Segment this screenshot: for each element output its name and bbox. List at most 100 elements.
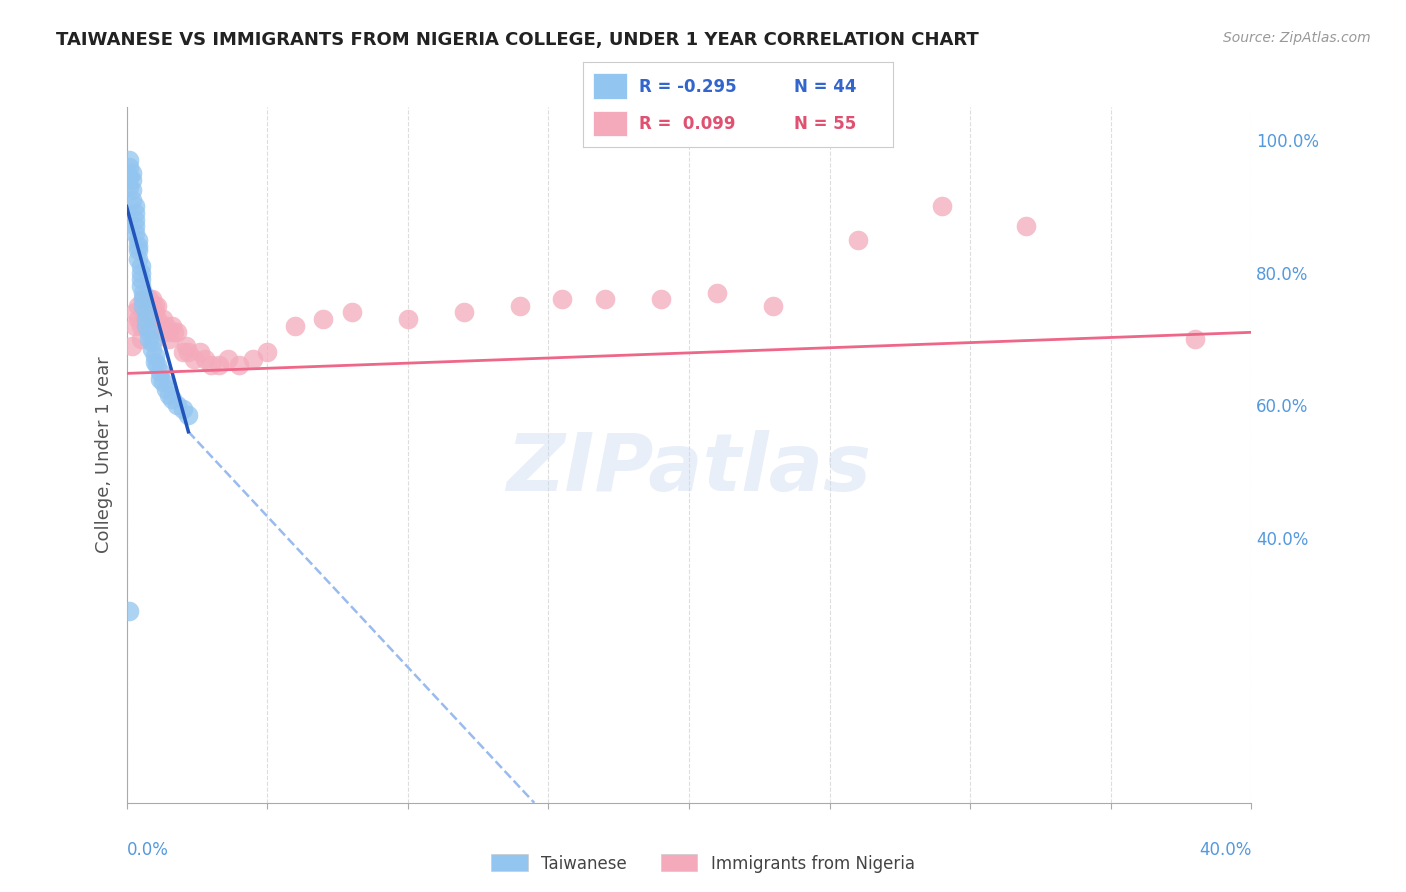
Point	[200, 359, 222, 373]
Point	[174, 338, 197, 352]
Legend: Taiwanese, Immigrants from Nigeria: Taiwanese, Immigrants from Nigeria	[485, 847, 921, 880]
Point	[194, 351, 217, 366]
Point	[121, 193, 143, 207]
Text: N = 55: N = 55	[794, 115, 856, 133]
Point	[118, 160, 141, 174]
Text: N = 44: N = 44	[794, 78, 856, 95]
Point	[242, 351, 264, 366]
Point	[172, 401, 194, 416]
Point	[121, 338, 143, 352]
Point	[143, 349, 166, 363]
Point	[183, 351, 205, 366]
Point	[155, 382, 177, 396]
Point	[152, 375, 174, 389]
Point	[177, 345, 200, 359]
Point	[135, 305, 157, 319]
Point	[141, 335, 163, 350]
Point	[157, 332, 180, 346]
Point	[132, 299, 155, 313]
Bar	[593, 111, 627, 136]
Point	[149, 318, 172, 333]
Point	[152, 312, 174, 326]
Point	[143, 299, 166, 313]
Point	[129, 259, 152, 273]
Point	[118, 153, 141, 167]
Bar	[593, 73, 627, 99]
Point	[124, 305, 146, 319]
Point	[129, 279, 152, 293]
Point	[1015, 219, 1038, 234]
Point	[138, 326, 160, 340]
Point	[931, 199, 953, 213]
Point	[135, 312, 157, 326]
Point	[453, 305, 475, 319]
Point	[124, 212, 146, 227]
Point	[127, 233, 149, 247]
Text: ZIPatlas: ZIPatlas	[506, 430, 872, 508]
Point	[146, 359, 169, 373]
Point	[146, 312, 169, 326]
Point	[135, 292, 157, 306]
Point	[127, 312, 149, 326]
Point	[127, 239, 149, 253]
Point	[172, 345, 194, 359]
Point	[217, 351, 239, 366]
Point	[138, 299, 160, 313]
Point	[129, 266, 152, 280]
Point	[141, 342, 163, 356]
Point	[146, 299, 169, 313]
Point	[129, 332, 152, 346]
Point	[121, 173, 143, 187]
Point	[129, 318, 152, 333]
Point	[509, 299, 531, 313]
Point	[141, 299, 163, 313]
Point	[312, 312, 335, 326]
Point	[118, 179, 141, 194]
Point	[149, 372, 172, 386]
Point	[166, 326, 188, 340]
Point	[177, 408, 200, 422]
Point	[138, 292, 160, 306]
Point	[132, 305, 155, 319]
Point	[551, 292, 574, 306]
Text: R = -0.295: R = -0.295	[640, 78, 737, 95]
Point	[650, 292, 672, 306]
Point	[121, 183, 143, 197]
Point	[118, 604, 141, 618]
Point	[124, 219, 146, 234]
Point	[1184, 332, 1206, 346]
Y-axis label: College, Under 1 year: College, Under 1 year	[94, 357, 112, 553]
Point	[706, 285, 728, 300]
Point	[160, 318, 183, 333]
Point	[124, 206, 146, 220]
Point	[124, 226, 146, 240]
Point	[132, 285, 155, 300]
Point	[846, 233, 869, 247]
Point	[138, 332, 160, 346]
Point	[132, 292, 155, 306]
Point	[188, 345, 211, 359]
Point	[127, 243, 149, 257]
Text: 40.0%: 40.0%	[1199, 841, 1251, 859]
Point	[396, 312, 419, 326]
Point	[143, 305, 166, 319]
Point	[124, 318, 146, 333]
Text: Source: ZipAtlas.com: Source: ZipAtlas.com	[1223, 31, 1371, 45]
Point	[135, 318, 157, 333]
Point	[340, 305, 363, 319]
Point	[127, 299, 149, 313]
Point	[593, 292, 616, 306]
Point	[118, 169, 141, 184]
Point	[762, 299, 785, 313]
Point	[127, 252, 149, 267]
Point	[135, 305, 157, 319]
Point	[149, 365, 172, 379]
Point	[155, 318, 177, 333]
Point	[256, 345, 278, 359]
Point	[208, 359, 231, 373]
Point	[157, 326, 180, 340]
Point	[284, 318, 307, 333]
Point	[163, 326, 186, 340]
Point	[152, 326, 174, 340]
Point	[141, 292, 163, 306]
